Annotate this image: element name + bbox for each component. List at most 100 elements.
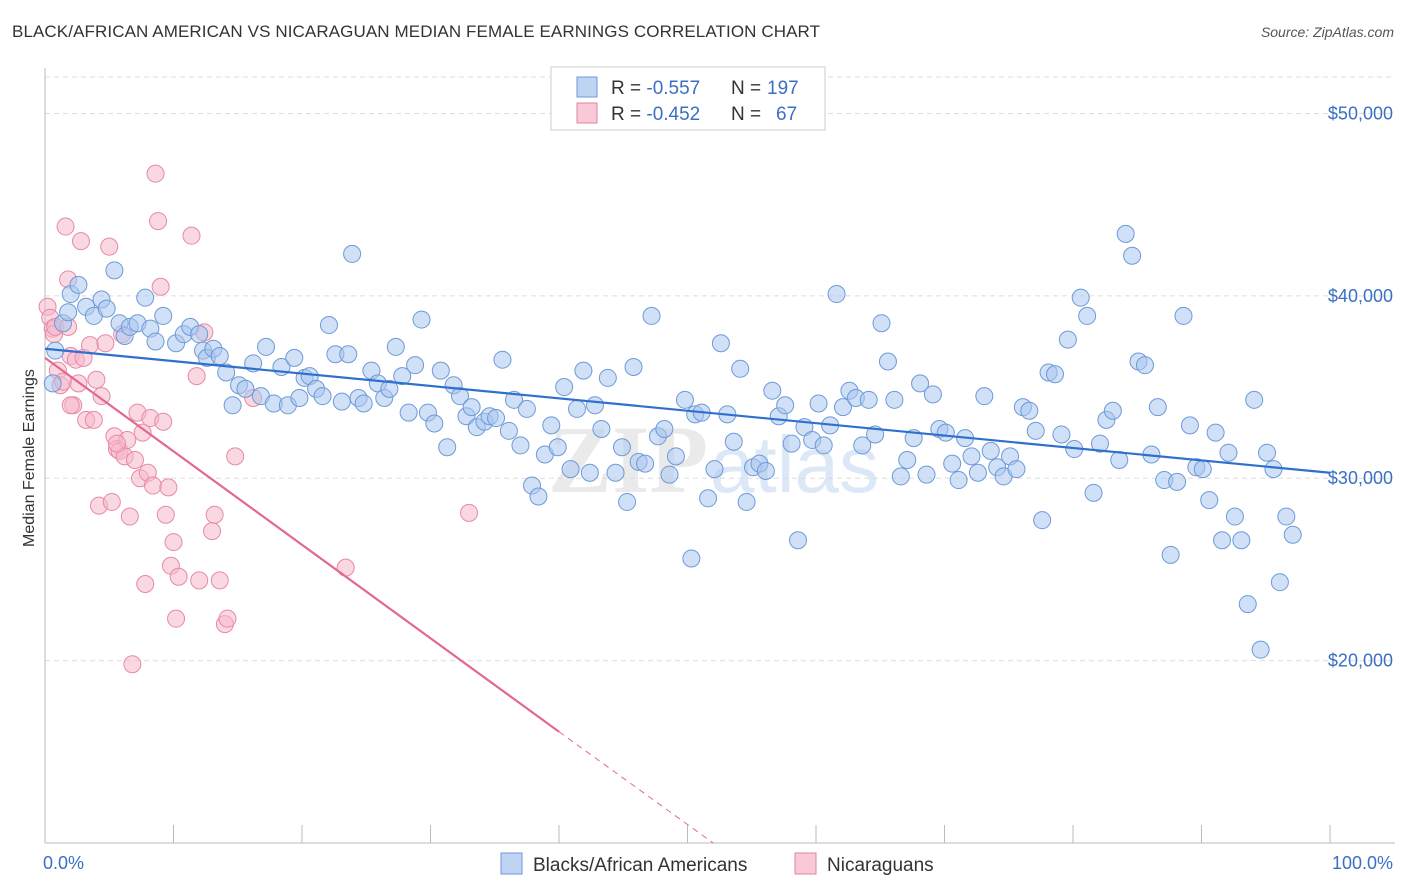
- nicaraguan-point: [149, 212, 168, 231]
- black-african-american-point: [809, 394, 828, 413]
- y-axis-title: Median Female Earnings: [21, 369, 38, 547]
- black-african-american-point: [814, 436, 833, 455]
- black-african-american-point: [1200, 491, 1219, 510]
- black-african-american-point: [332, 392, 351, 411]
- black-african-american-point: [975, 387, 994, 406]
- black-african-american-point: [962, 447, 981, 466]
- source-label: Source: ZipAtlas.com: [1260, 24, 1394, 40]
- black-african-american-point: [943, 454, 962, 473]
- black-african-american-point: [1090, 434, 1109, 453]
- nicaraguan-point: [205, 505, 224, 524]
- series-blacks-african-americans: [43, 224, 1302, 659]
- black-african-american-point: [1225, 507, 1244, 526]
- black-african-american-point: [517, 399, 536, 418]
- legend-r-label-2: R =: [611, 104, 646, 125]
- black-african-american-point: [290, 388, 309, 407]
- black-african-american-point: [1084, 483, 1103, 502]
- black-african-american-point: [598, 368, 617, 387]
- black-african-american-point: [705, 460, 724, 479]
- nicaraguan-point: [56, 217, 75, 236]
- nicaraguan-point: [96, 334, 115, 353]
- black-african-american-point: [642, 306, 661, 325]
- black-african-american-point: [936, 423, 955, 442]
- black-african-american-point: [190, 325, 209, 344]
- black-african-american-point: [217, 363, 236, 382]
- black-african-american-point: [585, 396, 604, 415]
- legend-r-value-2: -0.452: [646, 104, 700, 125]
- nicaraguan-point: [218, 609, 237, 628]
- black-african-american-point: [425, 414, 444, 433]
- y-tick-labels: $20,000 $30,000 $40,000 $50,000: [1328, 103, 1393, 670]
- black-african-american-point: [574, 361, 593, 380]
- black-african-american-point: [1283, 525, 1302, 544]
- nicaraguan-point: [84, 410, 103, 429]
- black-african-american-point: [1078, 306, 1097, 325]
- black-african-american-point: [354, 394, 373, 413]
- nicaraguan-point: [120, 507, 139, 526]
- bottom-legend-swatch-pink: [794, 852, 817, 875]
- nicaraguan-point: [210, 571, 229, 590]
- svg-text:R = -0.557: R = -0.557: [611, 78, 700, 99]
- nicaraguan-point: [164, 533, 183, 552]
- black-african-american-point: [789, 531, 808, 550]
- black-african-american-point: [393, 367, 412, 386]
- svg-text:R = -0.452: R = -0.452: [611, 104, 700, 125]
- black-african-american-point: [1232, 531, 1251, 550]
- nicaraguan-point: [146, 164, 165, 183]
- black-african-american-point: [911, 374, 930, 393]
- series-nicaraguans: [38, 164, 479, 674]
- nicaraguan-point: [182, 226, 201, 245]
- black-african-american-point: [1148, 398, 1167, 417]
- black-african-american-point: [666, 447, 685, 466]
- trend-line-nicaraguans: [44, 356, 560, 733]
- nicaraguan-point: [154, 412, 173, 431]
- black-african-american-point: [833, 398, 852, 417]
- black-african-american-point: [1046, 365, 1065, 384]
- x-tick-label: 100.0%: [1332, 853, 1393, 873]
- series-legend: Blacks/African Americans Nicaraguans: [500, 852, 934, 876]
- nicaraguan-point: [156, 505, 175, 524]
- nicaraguan-point: [167, 609, 186, 628]
- nicaraguan-point: [203, 522, 222, 541]
- black-african-american-point: [1277, 507, 1296, 526]
- black-african-american-point: [968, 463, 987, 482]
- black-african-american-point: [655, 419, 674, 438]
- black-african-american-point: [412, 310, 431, 329]
- y-tick-label: $30,000: [1328, 468, 1393, 488]
- nicaraguan-point: [100, 237, 119, 256]
- black-african-american-point: [756, 461, 775, 480]
- legend-swatch-pink: [576, 102, 598, 124]
- black-african-american-point: [981, 441, 1000, 460]
- y-tick-label: $40,000: [1328, 286, 1393, 306]
- black-african-american-point: [223, 396, 242, 415]
- legend-n-value-1: 197: [767, 78, 799, 99]
- black-african-american-point: [146, 332, 165, 351]
- black-african-american-point: [43, 374, 62, 393]
- black-african-american-point: [1007, 460, 1026, 479]
- black-african-american-point: [386, 337, 405, 356]
- nicaraguan-point: [87, 370, 106, 389]
- black-african-american-point: [1238, 595, 1257, 614]
- black-african-american-point: [1116, 224, 1135, 243]
- black-african-american-point: [343, 244, 362, 263]
- black-african-american-point: [872, 314, 891, 333]
- black-african-american-point: [1193, 460, 1212, 479]
- black-african-american-point: [493, 350, 512, 369]
- legend-n-label-2: N =: [731, 104, 761, 125]
- black-african-american-point: [548, 438, 567, 457]
- black-african-american-point: [731, 359, 750, 378]
- nicaraguan-point: [136, 575, 155, 594]
- black-african-american-point: [580, 463, 599, 482]
- black-african-american-point: [136, 288, 155, 307]
- black-african-american-point: [555, 378, 574, 397]
- black-african-american-point: [567, 399, 586, 418]
- nicaraguan-point: [92, 387, 111, 406]
- black-african-american-point: [1058, 330, 1077, 349]
- black-african-american-point: [1103, 401, 1122, 420]
- nicaraguan-point: [159, 478, 178, 497]
- black-african-american-point: [406, 356, 425, 375]
- black-african-american-point: [1161, 545, 1180, 564]
- black-african-american-point: [97, 299, 116, 318]
- black-african-american-point: [1033, 511, 1052, 530]
- black-african-american-point: [154, 306, 173, 325]
